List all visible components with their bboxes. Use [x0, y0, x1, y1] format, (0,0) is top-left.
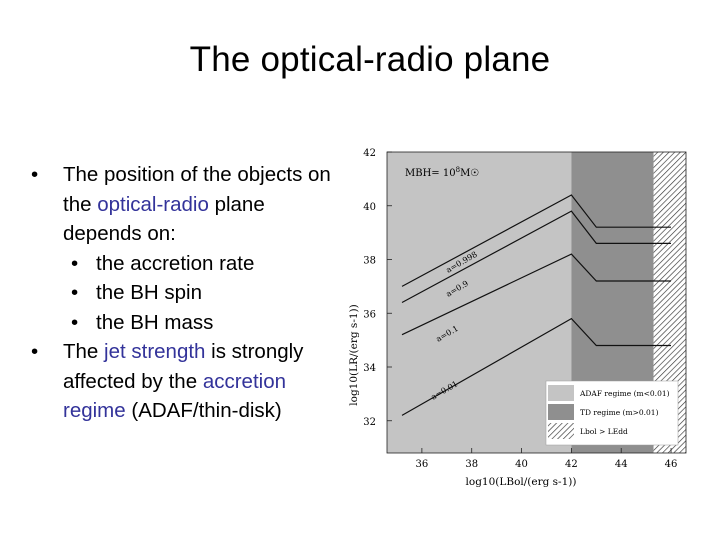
- y-tick-label: 32: [363, 417, 376, 428]
- series-line-0: [401, 194, 671, 287]
- bullet-text: is strongly affected by the: [63, 340, 304, 393]
- bullet-text: The: [63, 340, 105, 363]
- bullet-icon: •: [71, 310, 79, 334]
- slide-title: The optical-radio plane: [189, 40, 551, 79]
- x-tick-label: 46: [665, 459, 678, 470]
- bullet-text: plane depends on:: [63, 192, 265, 246]
- y-tick-label: 40: [363, 202, 376, 213]
- y-tick-label: 38: [363, 256, 376, 267]
- y-tick-label: 36: [363, 309, 376, 320]
- sub-bullet-text: the BH spin: [96, 281, 202, 304]
- series-line-2: [401, 253, 671, 336]
- sub-bullet-text: the accretion rate: [96, 251, 255, 275]
- y-tick-label: 34: [363, 363, 376, 374]
- chart-legend: ADAF regime (m<0.01) TD regime (m>0.01) …: [545, 380, 679, 446]
- bullet-icon: •: [31, 340, 39, 363]
- sub-bullet-item: • the BH mass: [30, 308, 335, 338]
- region-0: [387, 152, 572, 453]
- bullet-text: (ADAF/thin-disk): [125, 399, 282, 422]
- legend-swatch-edd: [548, 423, 574, 439]
- y-tick-label: 42: [363, 148, 376, 159]
- legend-swatch-adaf: [548, 385, 574, 401]
- x-tick-label: 44: [615, 459, 628, 470]
- bullet-item: • The jet strength is strongly affected …: [30, 337, 335, 426]
- legend-swatch-td: [548, 404, 574, 420]
- sub-bullet-item: • the accretion rate: [30, 249, 335, 279]
- legend-label-edd: Lbol > LEdd: [580, 427, 628, 436]
- bullet-icon: •: [71, 251, 79, 275]
- bullet-icon: •: [31, 163, 39, 186]
- highlight-text: accretion regime: [63, 369, 286, 423]
- x-tick-label: 40: [515, 459, 528, 470]
- bullet-list: • The position of the objects on the opt…: [30, 160, 335, 426]
- plot-frame: [386, 151, 687, 454]
- x-tick-label: 36: [416, 459, 429, 470]
- x-tick-label: 38: [465, 459, 478, 470]
- y-axis-label: log10(LR/(erg s-1)): [348, 304, 360, 405]
- sub-bullet-text: the BH mass: [96, 310, 214, 334]
- highlight-text: jet strength: [104, 340, 206, 363]
- x-tick-label: 42: [565, 459, 578, 470]
- legend-label-td: TD regime (m>0.01): [580, 408, 659, 417]
- sub-bullet-item: • the BH spin: [30, 278, 335, 308]
- series-line-1: [401, 210, 671, 304]
- series-line-3: [401, 317, 671, 416]
- bullet-icon: •: [71, 281, 79, 304]
- bullet-text: The position of the objects on the: [63, 163, 331, 216]
- bullet-item: • The position of the objects on the opt…: [30, 160, 335, 249]
- optical-radio-chart: 36 38 40 42 44 46 32 34 36 38 40 42 MBH= 108M☉ log1…: [348, 148, 687, 488]
- highlight-text: optical-radio: [97, 192, 209, 216]
- legend-label-adaf: ADAF regime (m<0.01): [579, 389, 670, 398]
- x-axis-label: log10(LBol/(erg s-1)): [466, 476, 577, 488]
- chart-annotation: MBH= 108M☉: [405, 166, 479, 179]
